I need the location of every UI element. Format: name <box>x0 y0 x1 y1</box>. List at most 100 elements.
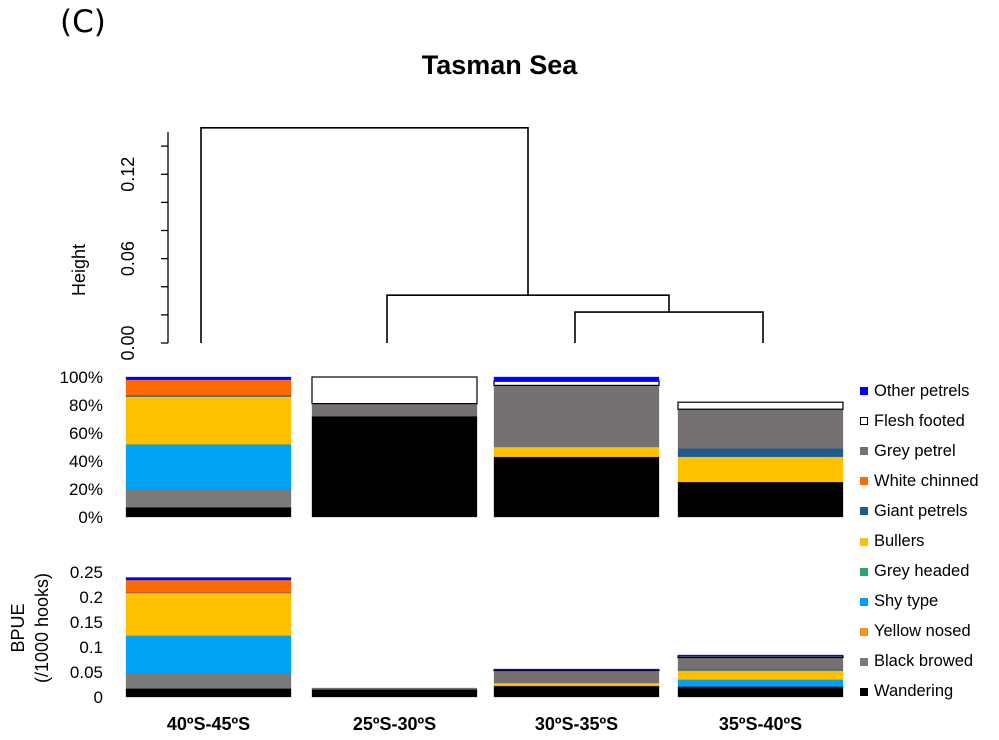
bar-segment-flesh-footed <box>493 380 660 387</box>
legend-label: Flesh footed <box>874 411 965 430</box>
panel-label: (C) <box>60 4 106 40</box>
legend-item: Flesh footed <box>860 406 979 436</box>
bar-segment-giant-petrels <box>677 669 844 671</box>
chart2-tick-label: 0.2 <box>79 588 103 607</box>
chart-title: Tasman Sea <box>421 50 578 80</box>
bar-segment-other-petrels <box>493 668 660 671</box>
x-category-label: 40ºS-45ºS <box>167 714 250 734</box>
legend-item: White chinned <box>860 466 979 496</box>
legend-label: Yellow nosed <box>874 622 971 641</box>
legend-label: Other petrels <box>874 381 970 400</box>
bar-segment-bullers <box>677 456 844 483</box>
chart1-tick-label: 40% <box>69 452 103 471</box>
legend-label: White chinned <box>874 471 979 490</box>
chart2-tick-label: 0.1 <box>79 638 103 657</box>
legend-label: Grey petrel <box>874 441 956 460</box>
bar-segment-other-petrels <box>125 577 292 581</box>
chart1-tick-label: 100% <box>60 368 103 387</box>
x-category-label: 25ºS-30ºS <box>353 714 436 734</box>
bar-segment-wandering <box>677 481 844 518</box>
bar-segment-bullers <box>125 592 292 636</box>
bar-segment-other-petrels <box>493 376 660 382</box>
legend-swatch <box>860 537 868 546</box>
legend-swatch <box>860 387 868 396</box>
dendrogram-ylabel: Height <box>69 244 89 296</box>
bpue-ylabel: BPUE <box>8 603 28 652</box>
legend-swatch <box>860 687 868 696</box>
chart2-tick-label: 0.25 <box>70 563 103 582</box>
bpue-ylabel-units: (/1000 hooks) <box>32 573 52 683</box>
bar-segment-bullers <box>677 670 844 680</box>
bar-segment-wandering <box>311 689 478 698</box>
legend-label: Shy type <box>874 592 939 611</box>
bar-segment-bullers <box>493 682 660 687</box>
chart1-tick-label: 20% <box>69 480 103 499</box>
dendrogram-link <box>574 311 764 343</box>
bar-segment-grey-petrel <box>311 403 478 417</box>
bar-segment-black-browed <box>125 672 292 689</box>
bar-segment-bullers <box>493 446 660 457</box>
dendrogram-tick-label: 0.12 <box>118 157 138 192</box>
legend-label: Giant petrels <box>874 501 968 520</box>
bar-segment-wandering <box>493 685 660 698</box>
bar-segment-bullers <box>125 396 292 445</box>
bar-segment-black-browed <box>125 488 292 508</box>
x-category-label: 30ºS-35ºS <box>535 714 618 734</box>
dendrogram: Height 0.00 0.06 0.12 <box>69 127 764 360</box>
chart1-tick-label: 80% <box>69 396 103 415</box>
chart2-tick-label: 0.05 <box>70 663 103 682</box>
legend-swatch <box>860 567 868 576</box>
bar-segment-grey-petrel <box>311 687 478 690</box>
legend-item: Giant petrels <box>860 496 979 526</box>
legend-item: Black browed <box>860 647 979 677</box>
legend-label: Wandering <box>874 682 954 701</box>
legend: Other petrels Flesh footed Grey petrel Whit… <box>860 376 979 707</box>
x-category-label: 35ºS-40ºS <box>719 714 802 734</box>
bar-segment-flesh-footed <box>311 376 478 405</box>
bar-segment-shy-type <box>125 635 292 674</box>
bar-segment-wandering <box>677 686 844 698</box>
legend-label: Black browed <box>874 652 974 671</box>
legend-swatch <box>860 447 868 456</box>
legend-item: Bullers <box>860 526 979 556</box>
legend-swatch <box>860 657 868 666</box>
bar-segment-wandering <box>311 416 478 518</box>
dendrogram-link <box>386 294 670 343</box>
legend-swatch <box>860 477 868 486</box>
bar-segment-grey-petrel <box>493 670 660 684</box>
bar-segment-wandering <box>493 456 660 518</box>
legend-item: Grey headed <box>860 557 979 587</box>
bar-segment-grey-petrel <box>493 385 660 448</box>
bar-segment-wandering <box>125 688 292 698</box>
dendrogram-tick-label: 0.06 <box>118 241 138 276</box>
legend-label: Bullers <box>874 532 925 551</box>
bar-segment-giant-petrels <box>677 448 844 457</box>
bar-segment-white-chinned <box>125 379 292 396</box>
chart1-tick-label: 60% <box>69 424 103 443</box>
legend-item: Grey petrel <box>860 436 979 466</box>
bar-segment-shy-type <box>677 679 844 687</box>
bar-segment-grey-petrel <box>677 409 844 449</box>
bar-segment-other-petrels <box>677 654 844 657</box>
bar-segment-white-chinned <box>125 579 292 593</box>
bar-segment-shy-type <box>125 444 292 490</box>
dendrogram-link <box>200 127 529 343</box>
legend-swatch <box>860 417 868 426</box>
chart2-tick-label: 0.15 <box>70 613 103 632</box>
legend-swatch <box>860 597 868 606</box>
legend-item: Other petrels <box>860 376 979 406</box>
legend-item: Shy type <box>860 587 979 617</box>
legend-label: Grey headed <box>874 562 970 581</box>
bar-segment-wandering <box>125 507 292 518</box>
bar-segment-flesh-footed <box>677 401 844 410</box>
legend-item: Wandering <box>860 677 979 707</box>
legend-item: Yellow nosed <box>860 617 979 647</box>
bar-segment-flesh-footed <box>677 655 844 659</box>
legend-swatch <box>860 627 868 636</box>
legend-swatch <box>860 507 868 516</box>
bar-segment-giant-petrels <box>125 395 292 397</box>
bar-segment-grey-petrel <box>677 657 844 670</box>
chart1-tick-label: 0% <box>78 508 103 527</box>
chart2-tick-label: 0 <box>94 688 103 707</box>
